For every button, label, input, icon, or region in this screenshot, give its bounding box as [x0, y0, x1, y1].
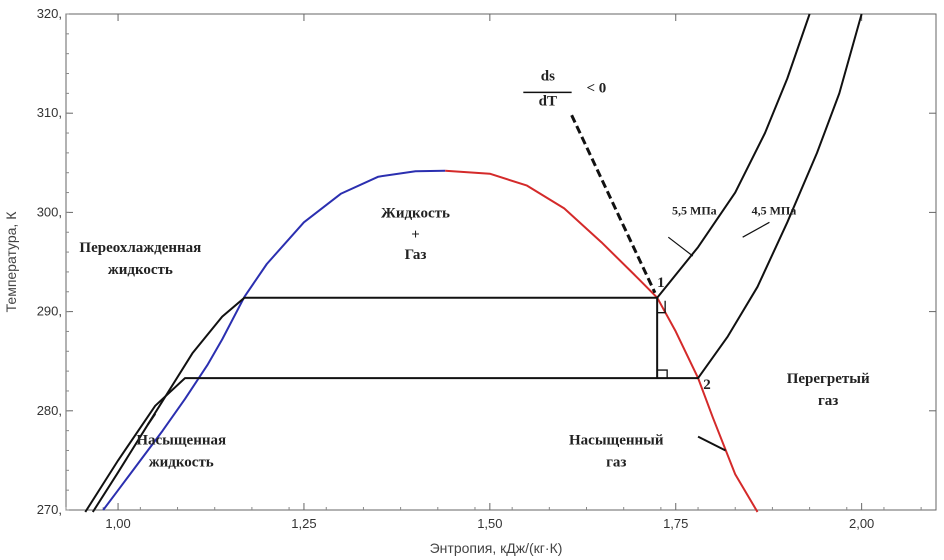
annotation-label: жидкость — [108, 262, 173, 278]
x-tick-label: 1,75 — [663, 516, 688, 531]
axis-ticks: 1,00 1,25 1,50 1,75 2,00 270, 280, 290, 300, 310,… — [37, 6, 936, 531]
annotation-label: < 0 — [587, 80, 607, 96]
y-tick-label: 300, — [37, 204, 62, 219]
y-tick-label: 320, — [37, 6, 62, 21]
annotation-label: dT — [539, 93, 557, 109]
y-axis-title: Температура, К — [3, 211, 19, 313]
series-line-4-5-мпа — [84, 13, 863, 513]
annotation-label: Насыщенная — [136, 433, 226, 449]
plot-frame — [65, 13, 937, 511]
leader-sat-liquid — [146, 413, 157, 426]
annotation-label: 1 — [657, 275, 665, 291]
y-tick-label: 270, — [37, 502, 62, 517]
annotation-label: + — [411, 227, 420, 243]
annotation-label: Перегретый — [787, 371, 870, 387]
y-tick-label: 280, — [37, 403, 62, 418]
leader-5-5-mpa — [667, 236, 694, 257]
leader-4-5-mpa — [742, 221, 770, 238]
right-angle-marker-bottom — [657, 369, 668, 379]
x-tick-label: 1,50 — [477, 516, 502, 531]
annotation-layer: Переохлажденная жидкость Жидкость + Газ Перег… — [79, 68, 870, 470]
annotation-label: Газ — [405, 247, 427, 263]
right-angle-marker-top — [657, 300, 666, 314]
x-tick-label: 1,00 — [105, 516, 130, 531]
annotation-label: жидкость — [149, 454, 214, 470]
x-tick-label: 2,00 — [849, 516, 874, 531]
series-line-насыщенная-жидкость — [102, 169, 446, 511]
plot-area: 1,00 1,25 1,50 1,75 2,00 270, 280, 290, 300, 310,… — [37, 6, 937, 531]
annotation-label: 2 — [703, 377, 711, 393]
y-tick-label: 290, — [37, 304, 62, 319]
annotation-label: 5,5 МПа — [672, 203, 717, 217]
annotation-label: Переохлажденная — [79, 240, 201, 256]
x-axis-title: Энтропия, кДж/(кг·К) — [430, 540, 563, 556]
ds-dt-dashed-line — [570, 114, 657, 294]
annotation-label: ds — [541, 68, 555, 84]
x-tick-label: 1,25 — [291, 516, 316, 531]
annotation-label: 4,5 МПа — [752, 203, 797, 217]
leader-sat-gas — [697, 435, 727, 452]
annotation-label: газ — [606, 454, 626, 470]
overlay-layer — [146, 91, 770, 452]
series-line-насыщенный-газ — [445, 169, 759, 513]
annotation-label: Жидкость — [381, 205, 450, 221]
annotation-label: Насыщенный — [569, 433, 664, 449]
annotation-label: газ — [818, 393, 838, 409]
y-tick-label: 310, — [37, 105, 62, 120]
series-layer — [84, 13, 863, 513]
